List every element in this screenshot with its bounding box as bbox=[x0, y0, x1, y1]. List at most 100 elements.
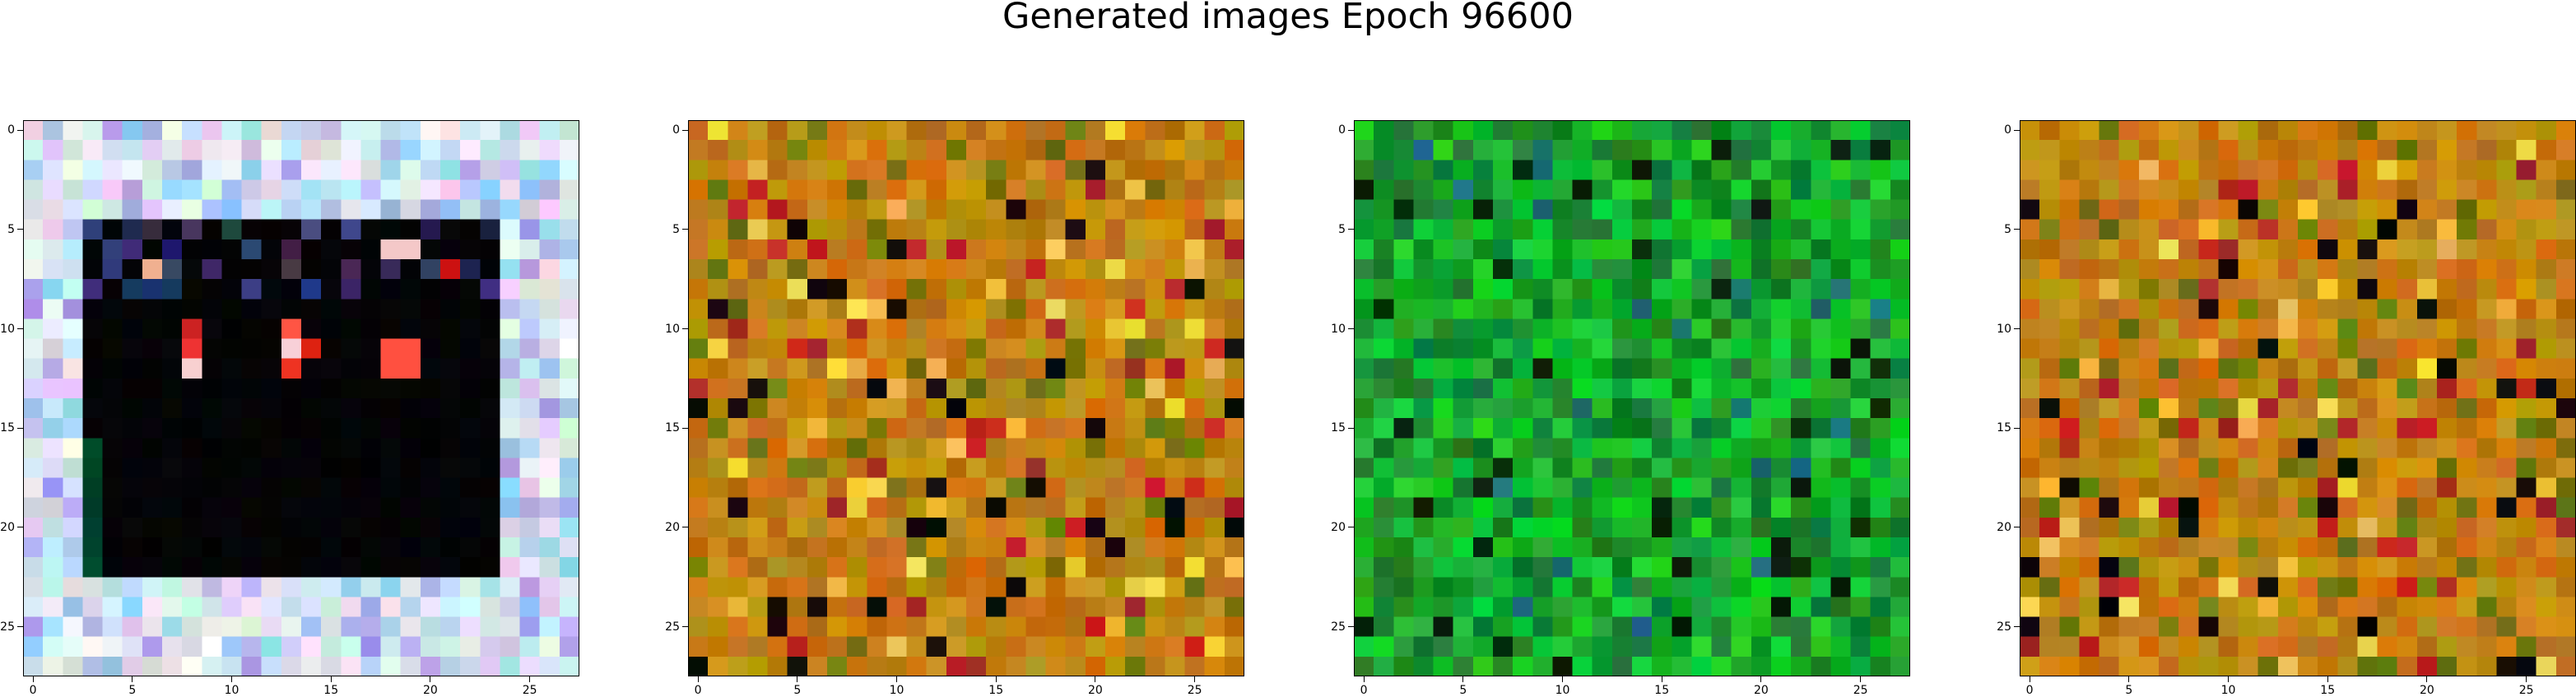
x-tick-label: 15 bbox=[323, 684, 339, 697]
y-tick-label: 0 bbox=[2004, 123, 2011, 137]
y-tick-label: 5 bbox=[1338, 222, 1346, 236]
y-tick-label: 10 bbox=[665, 322, 680, 336]
x-tick-label: 25 bbox=[1187, 684, 1202, 697]
x-tick-label: 25 bbox=[2518, 684, 2534, 697]
x-tick-label: 15 bbox=[988, 684, 1004, 697]
y-tick-mark bbox=[682, 129, 688, 131]
y-tick-label: 10 bbox=[1997, 322, 2011, 336]
x-tick-mark bbox=[2526, 676, 2527, 682]
x-tick-label: 25 bbox=[1853, 684, 1868, 697]
y-tick-mark bbox=[17, 129, 23, 131]
x-tick-mark bbox=[1760, 676, 1762, 682]
y-tick-mark bbox=[682, 427, 688, 429]
y-tick-mark bbox=[2014, 129, 2020, 131]
y-tick-label: 20 bbox=[665, 520, 680, 534]
x-tick-mark bbox=[1562, 676, 1563, 682]
y-tick-mark bbox=[17, 626, 23, 628]
generated-image-2 bbox=[688, 120, 1244, 676]
y-tick-mark bbox=[682, 328, 688, 329]
y-tick-mark bbox=[1348, 626, 1354, 628]
y-tick-label: 25 bbox=[0, 620, 15, 634]
x-tick-label: 25 bbox=[522, 684, 537, 697]
x-tick-mark bbox=[2228, 676, 2229, 682]
x-tick-mark bbox=[1363, 676, 1365, 682]
axes-frame bbox=[688, 120, 1244, 676]
x-tick-label: 10 bbox=[224, 684, 239, 697]
x-tick-label: 15 bbox=[1654, 684, 1670, 697]
y-tick-mark bbox=[2014, 229, 2020, 230]
y-tick-mark bbox=[1348, 328, 1354, 329]
x-tick-label: 10 bbox=[889, 684, 904, 697]
x-tick-label: 20 bbox=[2420, 684, 2434, 697]
y-tick-label: 0 bbox=[7, 123, 15, 137]
y-tick-mark bbox=[17, 328, 23, 329]
x-tick-mark bbox=[2327, 676, 2328, 682]
x-tick-label: 5 bbox=[128, 684, 137, 697]
x-tick-mark bbox=[2426, 676, 2428, 682]
y-tick-mark bbox=[1348, 427, 1354, 429]
y-tick-label: 5 bbox=[2004, 222, 2011, 236]
x-tick-label: 0 bbox=[694, 684, 702, 697]
generated-image-1 bbox=[23, 120, 579, 676]
generated-image-3 bbox=[1354, 120, 1910, 676]
generated-image-panel-3: 0 5 10 15 20 25 0 5 10 15 20 25 bbox=[1331, 120, 1910, 697]
y-tick-mark bbox=[1348, 129, 1354, 131]
x-tick-label: 5 bbox=[2125, 684, 2133, 697]
y-tick-label: 20 bbox=[1997, 520, 2011, 534]
y-tick-label: 25 bbox=[665, 620, 680, 634]
x-tick-mark bbox=[1860, 676, 1862, 682]
x-tick-label: 0 bbox=[29, 684, 37, 697]
x-tick-label: 20 bbox=[423, 684, 438, 697]
x-tick-label: 20 bbox=[1754, 684, 1769, 697]
y-tick-mark bbox=[2014, 328, 2020, 329]
y-tick-mark bbox=[2014, 427, 2020, 429]
y-tick-label: 5 bbox=[7, 222, 15, 236]
generated-image-panel-1: 0 5 10 15 20 25 0 5 10 15 20 25 bbox=[0, 120, 579, 697]
x-tick-mark bbox=[697, 676, 699, 682]
generated-image-4 bbox=[2020, 120, 2576, 676]
x-tick-label: 0 bbox=[2025, 684, 2034, 697]
x-tick-label: 10 bbox=[1555, 684, 1570, 697]
y-tick-label: 15 bbox=[1331, 421, 1346, 435]
y-tick-label: 25 bbox=[1331, 620, 1346, 634]
x-tick-mark bbox=[1462, 676, 1464, 682]
y-tick-label: 20 bbox=[0, 520, 15, 534]
x-tick-mark bbox=[2128, 676, 2130, 682]
axes-frame bbox=[1354, 120, 1910, 676]
y-tick-mark bbox=[682, 229, 688, 230]
y-tick-label: 20 bbox=[1331, 520, 1346, 534]
axes-frame bbox=[23, 120, 579, 676]
y-tick-label: 15 bbox=[665, 421, 680, 435]
y-tick-label: 10 bbox=[0, 322, 15, 336]
axes-frame bbox=[2020, 120, 2576, 676]
y-tick-mark bbox=[2014, 626, 2020, 628]
x-tick-mark bbox=[132, 676, 133, 682]
x-tick-label: 5 bbox=[1459, 684, 1467, 697]
y-tick-label: 5 bbox=[672, 222, 680, 236]
x-tick-label: 10 bbox=[2220, 684, 2236, 697]
x-tick-mark bbox=[231, 676, 232, 682]
x-tick-mark bbox=[1194, 676, 1196, 682]
x-tick-label: 20 bbox=[1088, 684, 1103, 697]
y-tick-label: 15 bbox=[1997, 421, 2011, 435]
generated-image-panel-4: 0 5 10 15 20 25 0 5 10 15 20 25 bbox=[1997, 120, 2576, 697]
y-tick-label: 0 bbox=[672, 123, 680, 137]
y-tick-mark bbox=[17, 427, 23, 429]
y-tick-mark bbox=[1348, 229, 1354, 230]
x-tick-mark bbox=[32, 676, 34, 682]
x-tick-mark bbox=[330, 676, 332, 682]
x-tick-mark bbox=[995, 676, 997, 682]
generated-image-panel-2: 0 5 10 15 20 25 0 5 10 15 20 25 bbox=[665, 120, 1244, 697]
y-tick-label: 25 bbox=[1997, 620, 2011, 634]
x-tick-mark bbox=[896, 676, 897, 682]
y-tick-mark bbox=[682, 626, 688, 628]
y-tick-label: 0 bbox=[1338, 123, 1346, 137]
figure-title: Generated images Epoch 96600 bbox=[1002, 0, 1574, 37]
x-tick-label: 15 bbox=[2320, 684, 2336, 697]
y-tick-label: 10 bbox=[1331, 322, 1346, 336]
x-tick-mark bbox=[529, 676, 531, 682]
x-tick-label: 0 bbox=[1360, 684, 1368, 697]
x-tick-label: 5 bbox=[793, 684, 802, 697]
y-tick-mark bbox=[17, 229, 23, 230]
y-tick-label: 15 bbox=[0, 421, 15, 435]
